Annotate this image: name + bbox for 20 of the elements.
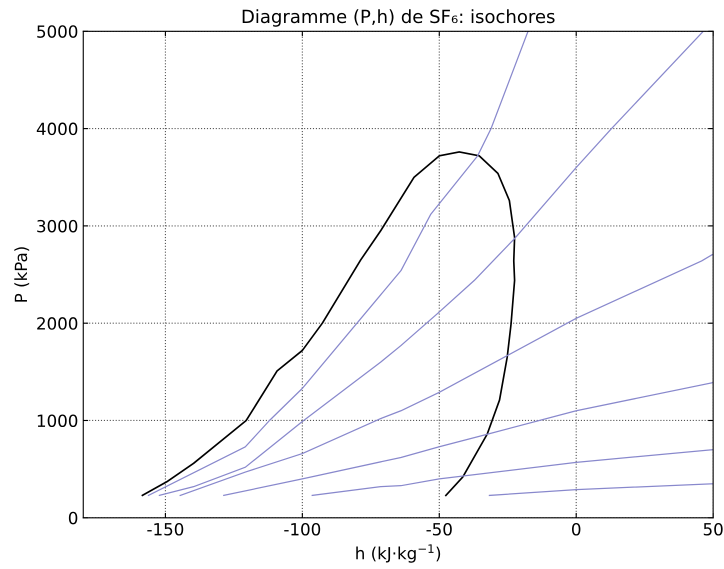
line-series	[180, 253, 714, 496]
x-tick-label: 50	[704, 522, 723, 536]
line-series	[142, 151, 516, 496]
y-tick-label: 5000	[37, 25, 78, 38]
y-axis-title: P (kPa)	[14, 247, 30, 302]
line-series	[158, 31, 704, 496]
x-tick-label: -50	[426, 522, 452, 536]
y-tick-label: 4000	[36, 122, 78, 136]
line-series	[223, 382, 714, 496]
y-tick-label: 0	[68, 512, 78, 524]
x-axis-title: h (kJ·kg$^{−1}$)	[356, 544, 440, 563]
y-tick-label: 1000	[38, 414, 78, 428]
x-tick-label: 0	[572, 522, 580, 536]
line-series	[312, 449, 714, 496]
chart-title: Diagramme (P,h) de SF₆: isochores	[242, 9, 555, 27]
y-tick-label: 2000	[37, 317, 78, 330]
x-tick-label: -100	[284, 522, 320, 536]
y-tick-label: 3000	[37, 220, 78, 232]
x-tick-label: -150	[147, 522, 184, 536]
line-series	[148, 31, 529, 496]
